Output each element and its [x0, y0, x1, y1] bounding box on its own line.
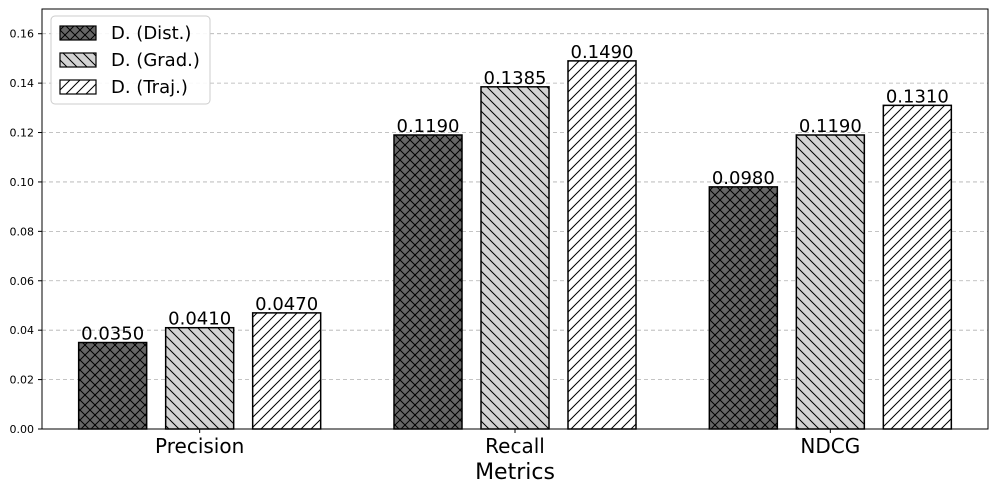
legend-label: D. (Grad.): [111, 50, 200, 71]
bar: [708, 186, 779, 430]
bar: [480, 86, 550, 430]
y-tick-label: 0.12: [10, 127, 35, 140]
bar-value-label: 0.1310: [886, 86, 949, 107]
bar: [567, 60, 637, 430]
legend: D. (Dist.) D. (Grad.) D. (Traj.): [50, 15, 211, 105]
axis-ticks: 0.00 0.02 0.04 0.06 0.08 0.10 0.12 0.14 0.16 Prec…: [10, 28, 861, 458]
bar: [164, 326, 235, 430]
legend-swatch: [59, 52, 97, 68]
legend-swatch: [59, 79, 97, 95]
bar: [251, 312, 322, 430]
y-tick-label: 0.16: [10, 28, 35, 41]
bar-value-label: 0.0410: [168, 309, 231, 330]
x-axis-title: Metrics: [475, 460, 555, 485]
bars: [77, 60, 953, 430]
bar: [77, 341, 148, 430]
y-tick-label: 0.06: [10, 275, 35, 288]
x-category-label: Recall: [485, 434, 545, 458]
bar-value-label: 0.1190: [799, 116, 862, 137]
y-tick-label: 0.04: [10, 324, 35, 337]
bar-value-label: 0.1190: [397, 116, 460, 137]
bar-value-label: 0.0470: [255, 294, 318, 315]
bar-value-label: 0.1385: [484, 68, 547, 89]
bar-value-label: 0.0350: [81, 324, 144, 345]
x-category-label: NDCG: [800, 434, 860, 458]
legend-label: D. (Dist.): [111, 23, 191, 44]
bar-value-label: 0.1490: [571, 42, 634, 63]
y-tick-label: 0.10: [10, 176, 35, 189]
legend-label: D. (Traj.): [111, 77, 188, 98]
bar: [882, 104, 953, 430]
y-tick-label: 0.14: [10, 77, 35, 90]
data-labels: 0.0350 0.0410 0.0470 0.1190 0.1385 0.1490 0.09…: [81, 42, 949, 345]
bar: [393, 134, 463, 430]
y-tick-label: 0.08: [10, 225, 35, 238]
bar: [795, 134, 866, 430]
x-category-label: Precision: [155, 434, 244, 458]
legend-swatch: [59, 25, 97, 41]
bar-value-label: 0.0980: [712, 168, 775, 189]
y-tick-label: 0.00: [10, 423, 35, 436]
y-tick-label: 0.02: [10, 374, 35, 387]
